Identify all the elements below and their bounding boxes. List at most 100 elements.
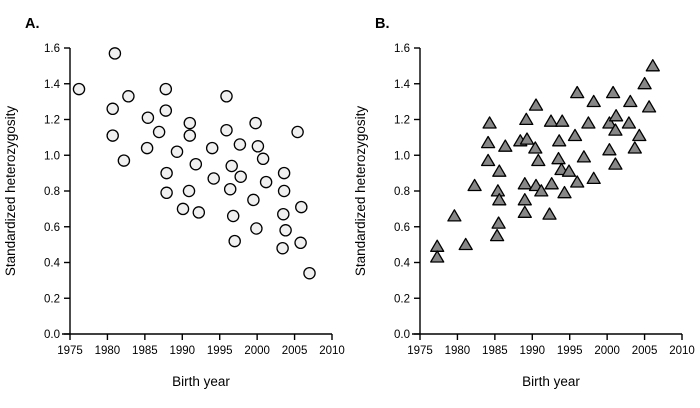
data-point-triangle [492, 193, 507, 206]
data-point-triangle [534, 184, 549, 197]
y-tick-label: 1.6 [394, 43, 410, 55]
data-point-triangle [447, 209, 462, 222]
data-point-circle [279, 224, 292, 237]
y-tick-label: 1.4 [394, 79, 411, 91]
data-point-triangle [544, 177, 559, 190]
data-point-circle [277, 184, 291, 198]
data-point-triangle [632, 128, 647, 142]
data-point-circle [233, 138, 247, 151]
data-point-triangle [576, 150, 592, 163]
data-point-circle [223, 182, 237, 196]
data-point-triangle [557, 185, 572, 199]
x-tick-label: 1975 [57, 345, 83, 357]
data-point-circle [176, 202, 190, 216]
data-point-circle [277, 207, 290, 221]
data-point-circle [117, 154, 131, 167]
data-point-triangle [586, 171, 601, 185]
data-point-triangle [552, 134, 567, 147]
panel-label: B. [375, 16, 390, 32]
data-point-triangle [567, 128, 583, 142]
x-tick-label: 1995 [557, 345, 583, 357]
data-point-circle [277, 166, 291, 180]
data-point-triangle [645, 59, 660, 72]
x-tick-label: 2005 [632, 345, 658, 357]
data-point-circle [182, 184, 196, 198]
data-point-triangle [517, 193, 532, 206]
data-point-circle [159, 82, 173, 96]
x-tick-label: 2005 [282, 345, 308, 357]
data-point-circle [226, 209, 240, 223]
data-point-triangle [482, 116, 497, 129]
x-tick-label: 1985 [132, 345, 158, 357]
data-point-triangle [498, 139, 513, 152]
data-point-triangle [492, 164, 507, 177]
data-point-circle [170, 145, 184, 158]
x-tick-label: 2010 [319, 345, 345, 357]
x-axis-title: Birth year [172, 374, 230, 389]
data-point-circle [234, 170, 247, 183]
data-point-circle [294, 236, 307, 250]
x-tick-label: 2000 [594, 345, 620, 357]
data-point-triangle [641, 100, 657, 113]
data-point-triangle [602, 143, 617, 156]
x-tick-label: 1985 [482, 345, 508, 357]
y-tick-label: 1.4 [44, 79, 61, 91]
data-point-circle [228, 234, 241, 248]
data-point-triangle [519, 112, 534, 126]
x-tick-label: 1975 [407, 345, 433, 357]
data-point-triangle [637, 76, 652, 90]
data-point-triangle [517, 177, 532, 190]
data-point-triangle [621, 116, 637, 129]
data-point-circle [160, 186, 173, 200]
data-point-circle [160, 166, 173, 180]
data-point-triangle [528, 98, 544, 111]
data-point-circle [189, 157, 203, 171]
data-point-circle [152, 125, 166, 139]
data-point-circle [259, 175, 273, 189]
data-point-triangle [430, 239, 445, 252]
data-point-circle [183, 116, 197, 130]
data-point-triangle [531, 153, 546, 167]
data-point-circle [249, 116, 262, 130]
data-point-triangle [480, 135, 496, 149]
data-point-triangle [519, 132, 535, 145]
x-tick-label: 1980 [445, 345, 471, 357]
data-point-circle [247, 193, 260, 207]
data-point-triangle [581, 116, 596, 129]
y-tick-label: 0.6 [44, 222, 60, 234]
y-axis-title: Standardized heterozygosity [353, 106, 368, 277]
data-point-triangle [542, 207, 557, 220]
data-point-triangle [528, 141, 543, 154]
y-axis-title: Standardized heterozygosity [3, 106, 18, 277]
data-point-circle [72, 82, 86, 96]
data-point-circle [250, 222, 263, 235]
data-point-circle [183, 129, 197, 142]
data-point-circle [159, 104, 173, 117]
data-point-triangle [489, 228, 505, 242]
data-point-triangle [605, 85, 621, 99]
data-point-circle [220, 90, 233, 103]
data-point-triangle [490, 184, 506, 197]
data-point-circle [141, 111, 155, 124]
data-point-circle [106, 102, 119, 116]
data-point-circle [295, 200, 308, 214]
data-point-triangle [608, 157, 623, 170]
x-tick-label: 1980 [95, 345, 121, 357]
data-point-triangle [561, 164, 577, 177]
data-point-triangle [551, 151, 566, 165]
data-point-circle [192, 206, 206, 219]
y-tick-label: 0.2 [44, 293, 60, 305]
x-tick-label: 2000 [244, 345, 270, 357]
panel-a-chart: A. 1975 1980 1985 1990 1995 2000 2005 2010 0.0 0.2… [3, 16, 345, 389]
y-tick-label: 1.2 [394, 115, 410, 127]
data-point-circle [106, 129, 119, 142]
y-tick-label: 0.8 [44, 186, 60, 198]
data-point-triangle [467, 178, 482, 192]
y-tick-label: 0.8 [394, 186, 410, 198]
x-tick-label: 1995 [207, 345, 233, 357]
data-point-triangle [430, 250, 445, 263]
y-tick-label: 0.2 [394, 293, 410, 305]
panel-b-chart: B. 1975 1980 1985 1990 1995 2000 2005 2010 0.0 0.2… [353, 16, 695, 389]
y-tick-label: 1.6 [44, 43, 60, 55]
x-tick-label: 2010 [669, 345, 695, 357]
